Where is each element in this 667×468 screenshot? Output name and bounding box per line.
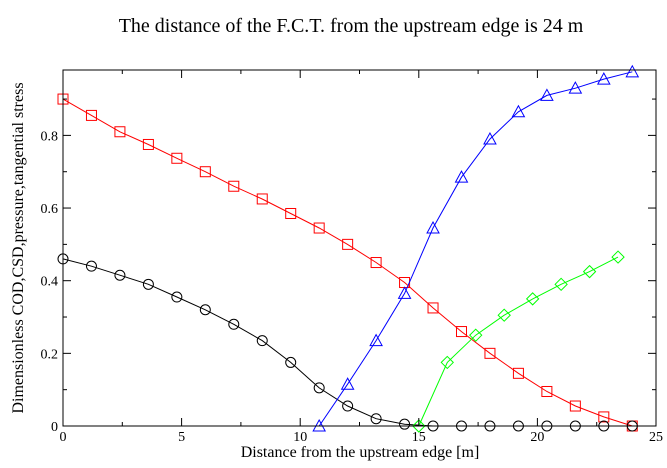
plot-area <box>58 66 638 432</box>
chart-title: The distance of the F.C.T. from the upst… <box>119 15 584 37</box>
x-tick-label: 25 <box>649 430 663 445</box>
x-tick-label: 20 <box>530 430 544 445</box>
y-tick-label: 0.6 <box>41 202 59 217</box>
y-axis-title: Dimensionless COD,CSD,pressure,tangentia… <box>10 82 27 413</box>
series-line-square <box>63 99 632 426</box>
plot-frame <box>63 70 656 426</box>
data-point-triangle <box>626 66 638 77</box>
y-tick-label: 0.8 <box>41 129 59 144</box>
x-tick-label: 0 <box>60 430 67 445</box>
y-tick-label: 0.4 <box>41 275 59 290</box>
series-line-diamond <box>419 257 618 426</box>
x-axis-title: Distance from the upstream edge [m] <box>241 444 480 461</box>
y-tick-label: 0.2 <box>41 347 59 362</box>
x-tick-label: 10 <box>293 430 307 445</box>
series-line-triangle <box>319 72 632 426</box>
data-point-triangle <box>569 82 581 93</box>
data-point-diamond <box>612 251 624 263</box>
x-tick-label: 15 <box>412 430 426 445</box>
x-tick-label: 5 <box>178 430 185 445</box>
y-tick-label: 0 <box>51 420 58 435</box>
